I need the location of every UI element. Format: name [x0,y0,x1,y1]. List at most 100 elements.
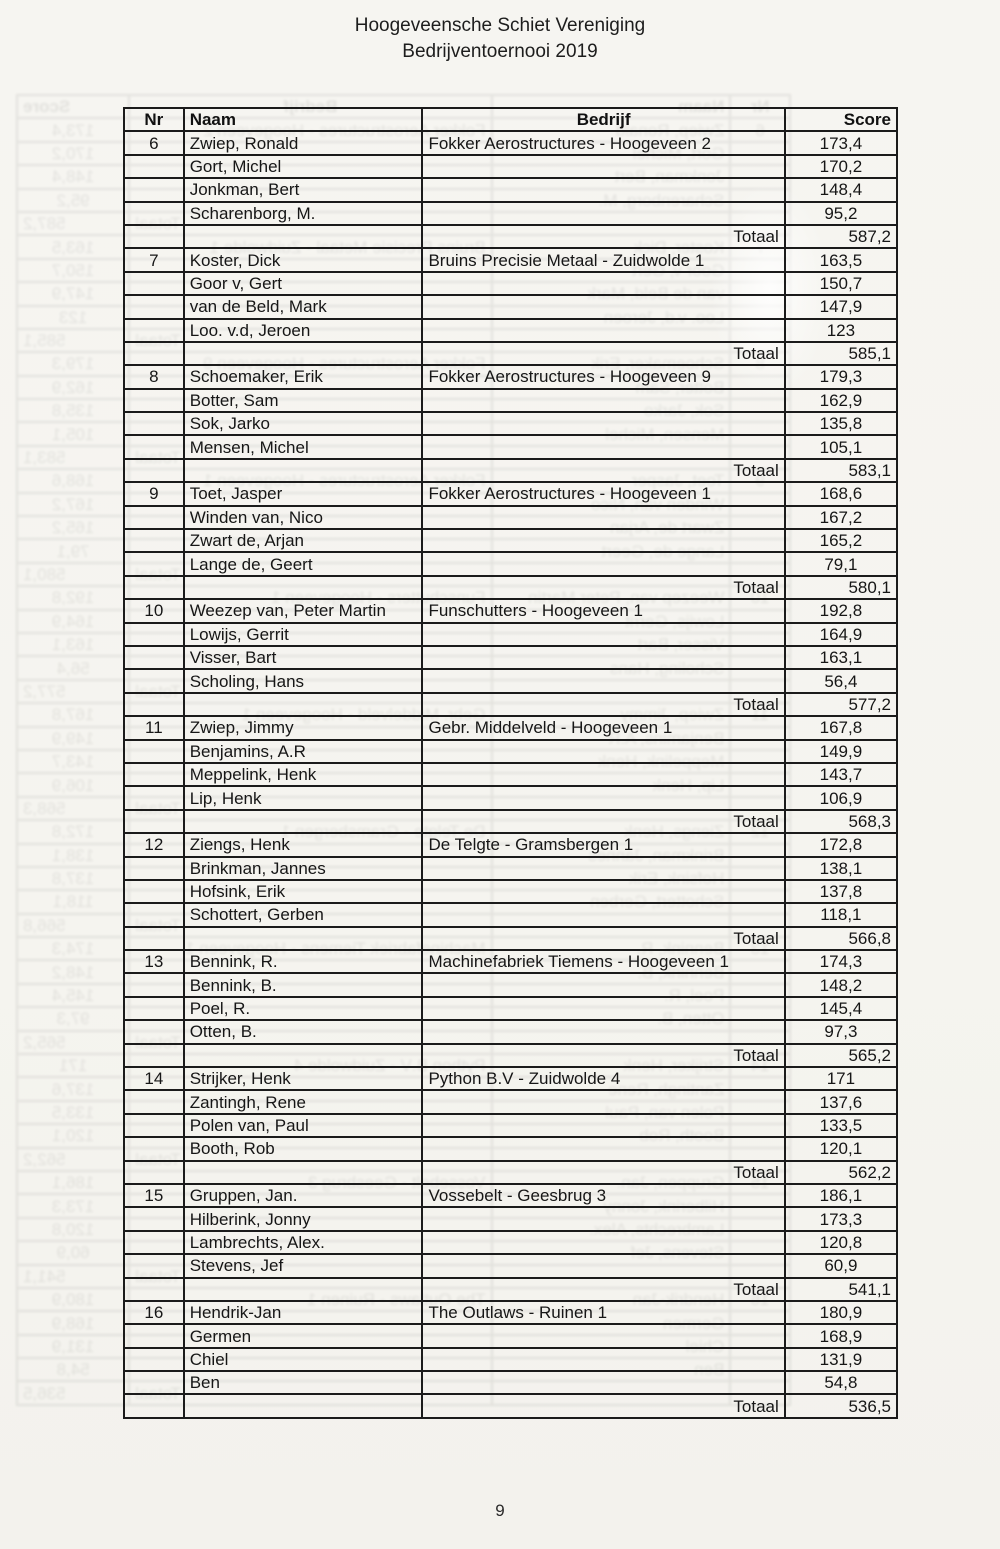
nr-cell: 16 [123,1299,185,1326]
player-row: Zwart de, Arjan 165,2 [123,528,899,554]
nr-cell [123,972,185,998]
bedrijf-cell [421,1253,786,1279]
player-row: Chiel 131,9 [123,1346,899,1373]
totaal-row: Totaal 580,1 [123,574,899,601]
ghost-score-cell: 165,2 [17,516,130,540]
nr-cell [123,1089,185,1115]
player-row: Visser, Bart 163,1 [123,644,899,671]
score-cell: 148,2 [783,972,899,998]
player-row: Scholing, Hans 56,4 [123,668,899,694]
ghost-col-header-score: Score [17,95,130,119]
nr-cell: 6 [123,130,185,156]
bedrijf-cell [421,1370,786,1396]
player-row: Schottert, Gerben 118,1 [123,902,899,928]
naam-cell: Ziengs, Henk [182,832,424,858]
score-cell: 180,9 [783,1299,899,1326]
score-cell: 120,1 [783,1136,899,1162]
naam-cell [182,1393,424,1419]
totaal-label-cell: Totaal [421,691,786,718]
totaal-score-cell: 580,1 [783,574,899,601]
nr-cell [123,387,185,414]
nr-cell: 11 [123,715,185,741]
bedrijf-cell [421,551,786,577]
ghost-score-cell: 143,7 [17,749,130,774]
player-row: 15 Gruppen, Jan. Vossebelt - Geesbrug 3 186… [123,1182,899,1209]
score-cell: 150,7 [783,270,899,297]
nr-cell [123,1346,185,1373]
score-cell: 164,9 [783,621,899,648]
nr-cell: 15 [123,1182,185,1209]
naam-cell: Lowijs, Gerrit [182,621,424,648]
naam-cell: Stevens, Jef [182,1253,424,1279]
score-cell: 192,8 [783,598,899,624]
score-cell: 147,9 [783,294,899,320]
totaal-score-cell: 565,2 [783,1042,899,1069]
ghost-score-cell: 173,3 [17,1194,130,1218]
bedrijf-cell: Fokker Aerostructures - Hoogeveen 1 [421,481,786,507]
player-row: Zantingh, Rene 137,6 [123,1089,899,1115]
nr-cell [123,528,185,554]
nr-cell [123,644,185,671]
bedrijf-cell: Machinefabriek Tiemens - Hoogeveen 1 [421,949,786,975]
score-cell: 163,5 [783,247,899,273]
totaal-score-cell: 585,1 [783,340,899,367]
ghost-score-cell: 118,1 [17,890,130,914]
ghost-score-cell: 173,4 [17,118,130,142]
nr-cell [123,223,185,250]
score-cell: 145,4 [783,995,899,1022]
naam-cell: Gort, Michel [182,153,424,180]
naam-cell: Hendrik-Jan [182,1299,424,1326]
ghost-score-cell: 148,2 [17,960,130,984]
nr-cell [123,1323,185,1349]
score-cell: 148,4 [783,177,899,203]
totaal-row: Totaal 568,3 [123,808,899,835]
nr-cell [123,434,185,460]
col-header-score: Score [783,106,899,133]
player-row: Polen van, Paul 133,5 [123,1112,899,1139]
player-row: Mensen, Michel 105,1 [123,434,899,460]
nr-cell [123,1253,185,1279]
nr-cell [123,1042,185,1069]
nr-cell: 8 [123,364,185,390]
naam-cell: Toet, Jasper [182,481,424,507]
ghost-score-cell: 163,5 [17,235,130,259]
score-cell: 186,1 [783,1182,899,1209]
ghost-score-cell: 106,9 [17,773,130,797]
naam-cell: Winden van, Nico [182,504,424,531]
nr-cell [123,1229,185,1256]
ghost-score-cell: 174,3 [17,937,130,961]
ghost-totaal-score-cell: 565,2 [17,1030,130,1055]
score-cell: 138,1 [783,855,899,881]
bedrijf-cell: Vossebelt - Geesbrug 3 [421,1182,786,1209]
score-cell: 120,8 [783,1229,899,1256]
player-row: 8 Schoemaker, Erik Fokker Aerostructures -… [123,364,899,390]
naam-cell: Gruppen, Jan. [182,1182,424,1209]
player-row: Lip, Henk 106,9 [123,785,899,811]
bedrijf-cell: Funschutters - Hoogeveen 1 [421,598,786,624]
player-row: Brinkman, Jannes 138,1 [123,855,899,881]
player-row: 6 Zwiep, Ronald Fokker Aerostructures - Ho… [123,130,899,156]
ghost-score-cell: 149,9 [17,726,130,750]
score-cell: 173,3 [783,1206,899,1232]
naam-cell: Hofsink, Erik [182,878,424,905]
ghost-score-cell: 123 [17,305,130,329]
ghost-totaal-score-cell: 577,2 [17,679,130,704]
naam-cell: Schoemaker, Erik [182,364,424,390]
score-cell: 143,7 [783,761,899,788]
totaal-label-cell: Totaal [421,1276,786,1302]
totaal-row: Totaal 585,1 [123,340,899,367]
nr-cell [123,1136,185,1162]
naam-cell: Mensen, Michel [182,434,424,460]
nr-cell [123,270,185,297]
ghost-totaal-score-cell: 562,2 [17,1147,130,1171]
totaal-label-cell: Totaal [421,340,786,367]
player-row: Lange de, Geert 79,1 [123,551,899,577]
naam-cell: Zwiep, Ronald [182,130,424,156]
nr-cell [123,668,185,694]
bedrijf-cell [421,1019,786,1045]
naam-cell: Jonkman, Bert [182,177,424,203]
score-cell: 97,3 [783,1019,899,1045]
bedrijf-cell: Gebr. Middelveld - Hoogeveen 1 [421,715,786,741]
bedrijf-cell [421,1112,786,1139]
